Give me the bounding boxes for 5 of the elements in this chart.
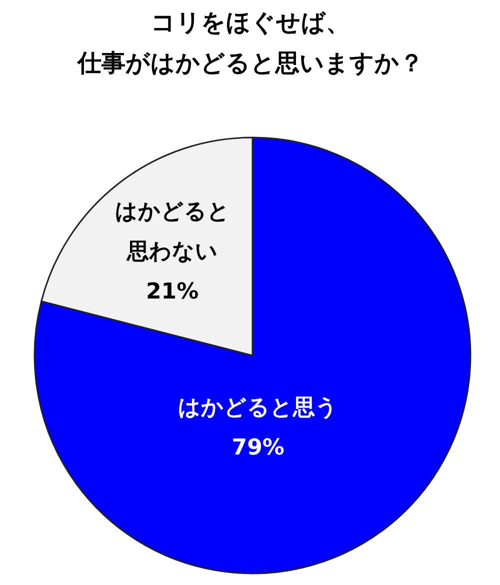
slice-label: はかどると思う	[178, 395, 338, 420]
chart-title: コリをほぐせば、仕事がはかどると思いますか？	[76, 8, 424, 78]
data-label: 21%	[146, 280, 199, 305]
slice-label: はかどると思わない	[114, 200, 230, 265]
data-label: 79%	[232, 435, 284, 460]
